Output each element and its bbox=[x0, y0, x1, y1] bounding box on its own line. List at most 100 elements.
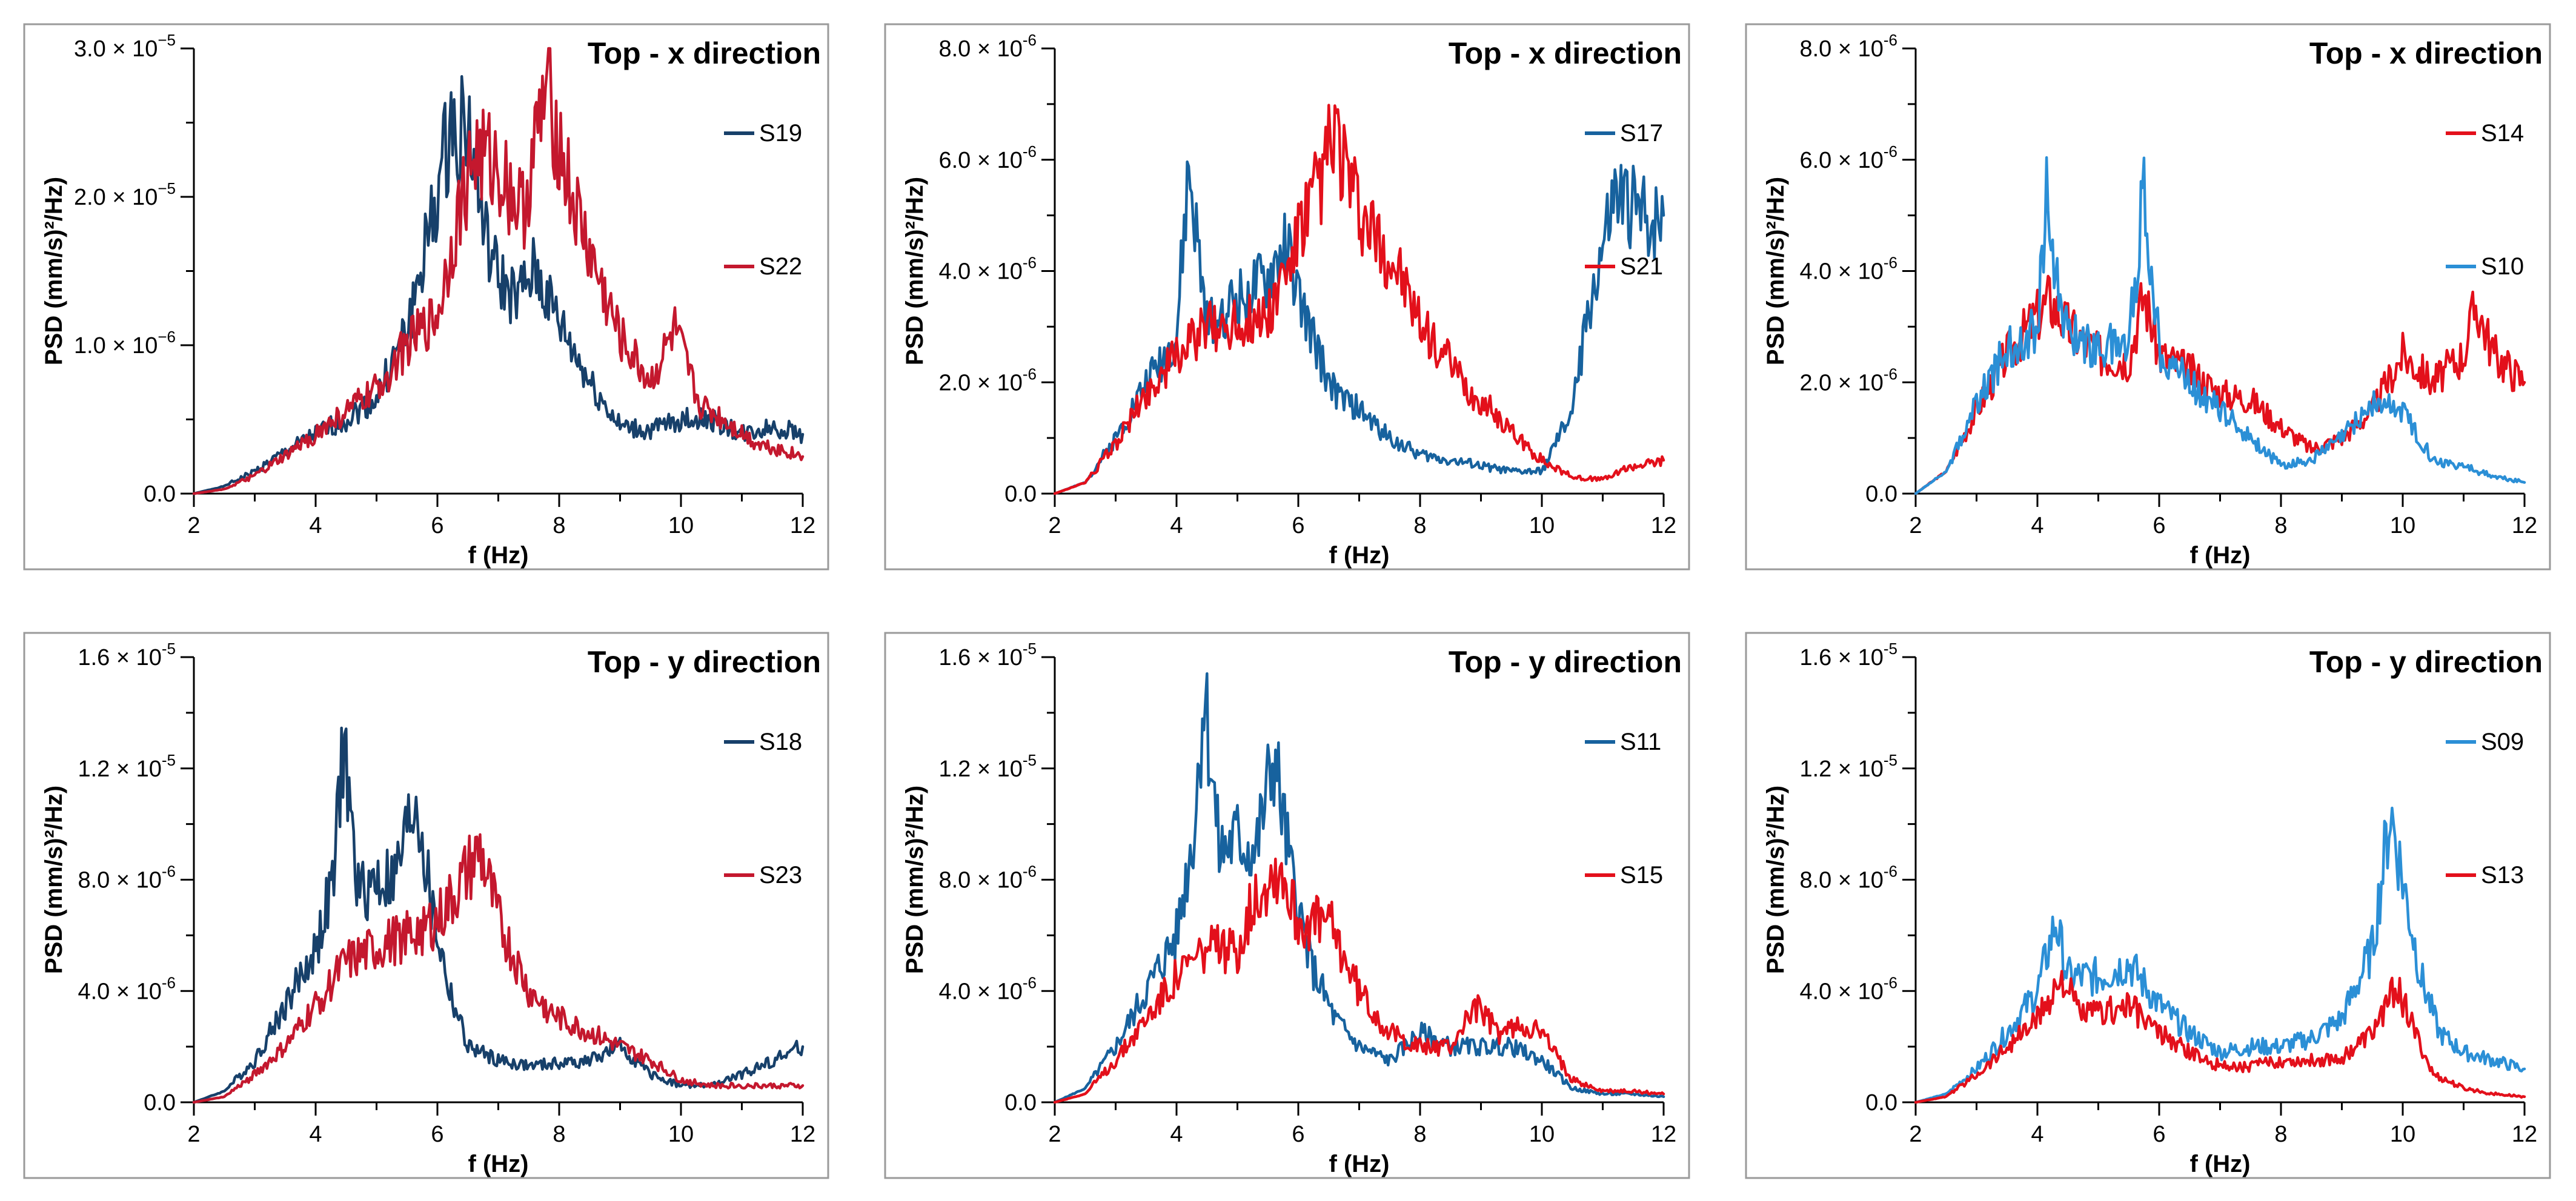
y-tick-exponent: -5 bbox=[162, 640, 176, 658]
x-axis-title: f (Hz) bbox=[2190, 542, 2251, 569]
y-tick-label: 3.0 × 10−5 bbox=[74, 31, 176, 62]
y-tick-mantissa: 3.0 × 10 bbox=[74, 36, 158, 62]
series-line-s11 bbox=[1053, 672, 1665, 1104]
x-axis-title: f (Hz) bbox=[468, 542, 529, 569]
x-tick-label: 10 bbox=[1529, 513, 1555, 538]
y-tick-label: 1.6 × 10-5 bbox=[938, 640, 1037, 670]
y-tick-mantissa: 8.0 × 10 bbox=[1799, 868, 1883, 893]
chart-panel-1: 2 4 6 8 10 120.01.0 × 10−62.0 × 10−53.0 × 10−… bbox=[23, 23, 829, 571]
y-tick-mantissa: 0.0 bbox=[1004, 481, 1037, 507]
series-line-s17 bbox=[1053, 160, 1665, 495]
y-tick-exponent: -5 bbox=[1023, 640, 1037, 658]
y-tick-exponent: -6 bbox=[1884, 862, 1897, 881]
chart-panel-4: 2 4 6 8 10 120.04.0 × 10-68.0 × 10-61.2 × 10-… bbox=[23, 632, 829, 1179]
y-tick-label: 8.0 × 10-6 bbox=[938, 31, 1037, 62]
legend-label-s23: S23 bbox=[759, 862, 802, 888]
y-tick-mantissa: 1.0 × 10 bbox=[74, 333, 158, 359]
x-tick-label: 2 bbox=[1909, 1122, 1922, 1147]
y-tick-exponent: -6 bbox=[1884, 31, 1897, 49]
x-tick-label: 12 bbox=[790, 513, 815, 538]
y-tick-mantissa: 8.0 × 10 bbox=[78, 868, 161, 893]
y-tick-mantissa: 4.0 × 10 bbox=[938, 259, 1022, 285]
chart-panel-5: 2 4 6 8 10 120.04.0 × 10-68.0 × 10-61.2 × 10-… bbox=[884, 632, 1690, 1179]
x-tick-label: 6 bbox=[431, 513, 443, 538]
y-tick-label: 1.2 × 10-5 bbox=[78, 751, 176, 782]
x-tick-label: 4 bbox=[1170, 513, 1183, 538]
y-tick-exponent: -6 bbox=[1023, 31, 1037, 49]
series-line-s23 bbox=[192, 833, 805, 1104]
legend-label-s15: S15 bbox=[1620, 862, 1663, 888]
y-tick-label: 0.0 bbox=[1004, 1090, 1037, 1116]
panel-frame bbox=[884, 23, 1690, 571]
x-tick-label: 12 bbox=[790, 1122, 815, 1147]
y-tick-label: 6.0 × 10-6 bbox=[938, 142, 1037, 173]
y-tick-label: 8.0 × 10-6 bbox=[78, 862, 176, 893]
y-tick-exponent: -6 bbox=[1023, 365, 1037, 383]
x-tick-label: 10 bbox=[2390, 1122, 2415, 1147]
y-tick-label: 0.0 bbox=[1865, 481, 1897, 507]
y-tick-label: 2.0 × 10−5 bbox=[74, 179, 176, 210]
x-tick-label: 2 bbox=[187, 1122, 200, 1147]
y-tick-mantissa: 8.0 × 10 bbox=[938, 36, 1022, 62]
panel-title: Top - y direction bbox=[2309, 645, 2543, 679]
y-tick-mantissa: 8.0 × 10 bbox=[938, 868, 1022, 893]
y-axis-title: PSD (mm/s)²/Hz) bbox=[901, 786, 928, 974]
chart-panel-6: 2 4 6 8 10 120.04.0 × 10-68.0 × 10-61.2 × 10-… bbox=[1745, 632, 2551, 1179]
y-tick-label: 8.0 × 10-6 bbox=[1799, 862, 1897, 893]
x-axis-title: f (Hz) bbox=[1329, 542, 1390, 569]
x-tick-label: 8 bbox=[553, 1122, 565, 1147]
panel-title: Top - x direction bbox=[2309, 36, 2543, 70]
legend-label-s11: S11 bbox=[1620, 729, 1661, 755]
x-tick-label: 2 bbox=[1048, 513, 1061, 538]
y-tick-mantissa: 0.0 bbox=[144, 481, 176, 507]
panel-frame bbox=[23, 23, 829, 571]
x-tick-label: 6 bbox=[2153, 513, 2165, 538]
legend-label-s09: S09 bbox=[2481, 729, 2524, 755]
legend-label-s13: S13 bbox=[2481, 862, 2524, 888]
y-tick-exponent: -6 bbox=[1023, 142, 1037, 160]
y-axis-title: PSD (mm/s)²/Hz) bbox=[1762, 177, 1789, 365]
panel-title: Top - y direction bbox=[588, 645, 821, 679]
x-tick-label: 4 bbox=[309, 1122, 322, 1147]
x-tick-label: 4 bbox=[309, 513, 322, 538]
y-tick-exponent: −5 bbox=[158, 179, 176, 197]
y-tick-label: 1.0 × 10−6 bbox=[74, 328, 176, 359]
y-tick-mantissa: 1.2 × 10 bbox=[938, 756, 1022, 782]
legend-label-s18: S18 bbox=[759, 729, 802, 755]
y-tick-mantissa: 6.0 × 10 bbox=[1799, 148, 1883, 173]
series-line-s10 bbox=[1914, 156, 2526, 495]
x-tick-label: 8 bbox=[2274, 1122, 2287, 1147]
y-axis-title: PSD (mm/s)²/Hz) bbox=[41, 786, 67, 974]
y-tick-mantissa: 4.0 × 10 bbox=[938, 979, 1022, 1004]
y-tick-exponent: -5 bbox=[162, 751, 176, 769]
series-line-s09 bbox=[1914, 806, 2526, 1104]
x-tick-label: 4 bbox=[1170, 1122, 1183, 1147]
y-tick-mantissa: 4.0 × 10 bbox=[1799, 979, 1883, 1004]
y-tick-mantissa: 1.2 × 10 bbox=[78, 756, 161, 782]
x-tick-label: 8 bbox=[2274, 513, 2287, 538]
x-tick-label: 2 bbox=[187, 513, 200, 538]
x-tick-label: 10 bbox=[668, 513, 694, 538]
y-tick-exponent: -6 bbox=[1884, 254, 1897, 272]
series-line-s22 bbox=[192, 47, 805, 495]
y-tick-label: 8.0 × 10-6 bbox=[1799, 31, 1897, 62]
x-tick-label: 8 bbox=[553, 513, 565, 538]
y-tick-label: 1.2 × 10-5 bbox=[938, 751, 1037, 782]
y-tick-label: 4.0 × 10-6 bbox=[938, 254, 1037, 285]
legend-label-s17: S17 bbox=[1620, 120, 1663, 147]
series-line-s15 bbox=[1053, 858, 1665, 1104]
y-tick-label: 1.2 × 10-5 bbox=[1799, 751, 1897, 782]
x-tick-label: 8 bbox=[1413, 513, 1426, 538]
y-tick-label: 4.0 × 10-6 bbox=[78, 973, 176, 1004]
x-tick-label: 12 bbox=[2512, 513, 2537, 538]
y-tick-exponent: -6 bbox=[1023, 862, 1037, 881]
y-tick-mantissa: 0.0 bbox=[144, 1090, 176, 1116]
y-tick-label: 6.0 × 10-6 bbox=[1799, 142, 1897, 173]
x-axis-title: f (Hz) bbox=[2190, 1151, 2251, 1177]
y-tick-mantissa: 1.6 × 10 bbox=[938, 645, 1022, 670]
x-tick-label: 12 bbox=[1651, 513, 1676, 538]
legend-label-s21: S21 bbox=[1620, 253, 1663, 280]
x-tick-label: 10 bbox=[2390, 513, 2415, 538]
y-tick-label: 4.0 × 10-6 bbox=[938, 973, 1037, 1004]
